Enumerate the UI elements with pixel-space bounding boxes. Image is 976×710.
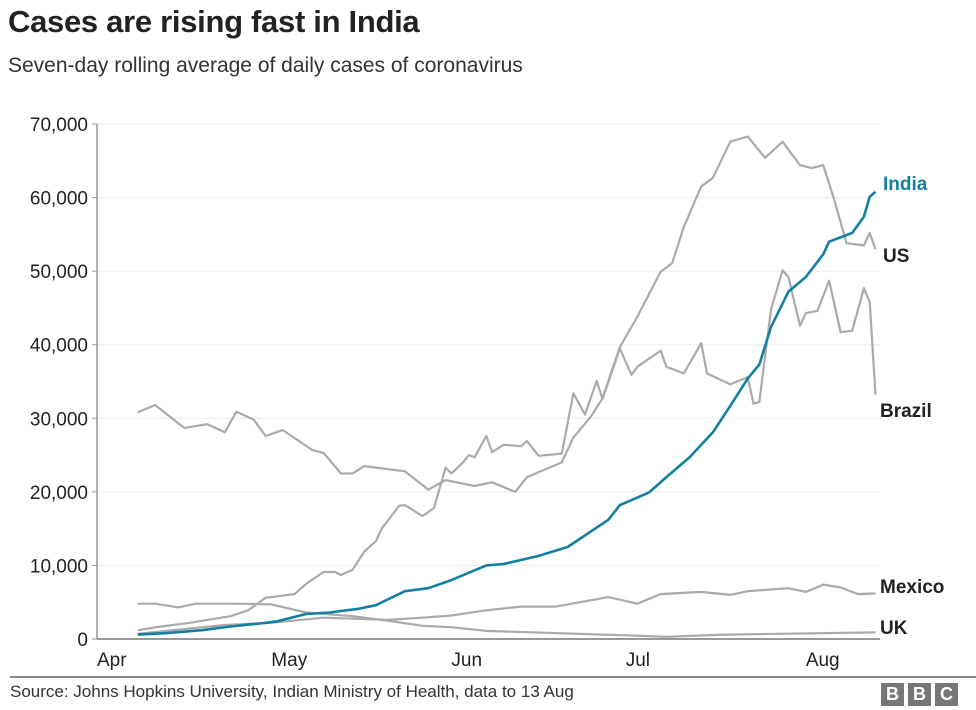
y-tick-label: 30,000 [30,409,88,430]
chart-subtitle: Seven-day rolling average of daily cases… [8,54,523,77]
y-tick-label: 50,000 [30,262,88,283]
series-label-uk: UK [880,618,908,639]
series-label-mexico: Mexico [880,577,944,598]
series-line-uk [137,602,876,638]
y-tick-label: 10,000 [30,556,88,577]
x-tick-label: Jun [451,650,482,671]
y-tick-label: 0 [77,630,88,651]
logo-letter: C [935,683,958,706]
y-tick-label: 40,000 [30,336,88,357]
y-tick-label: 70,000 [30,115,88,136]
series-line-india [137,190,877,636]
x-tick-label: May [271,650,307,671]
line-chart: 0 10,000 20,000 30,000 40,000 50,000 60,000 70,… [30,115,945,671]
x-tick-label: Jul [626,650,650,671]
chart-title: Cases are rising fast in India [8,4,420,39]
source-note: Source: Johns Hopkins University, Indian… [10,682,574,701]
y-tick-label: 20,000 [30,483,88,504]
series-label-brazil: Brazil [880,401,932,422]
x-tick-label: Aug [806,650,840,671]
series-line-mexico [137,583,876,635]
logo-letter: B [908,683,931,706]
logo-letter: B [881,683,904,706]
x-tick-label: Apr [97,650,127,671]
footer-divider [10,676,976,678]
series-label-us: US [883,246,909,267]
series-label-india: India [883,174,928,195]
series-line-brazil [137,269,877,632]
series-line-us [137,135,877,493]
y-tick-label: 60,000 [30,189,88,210]
